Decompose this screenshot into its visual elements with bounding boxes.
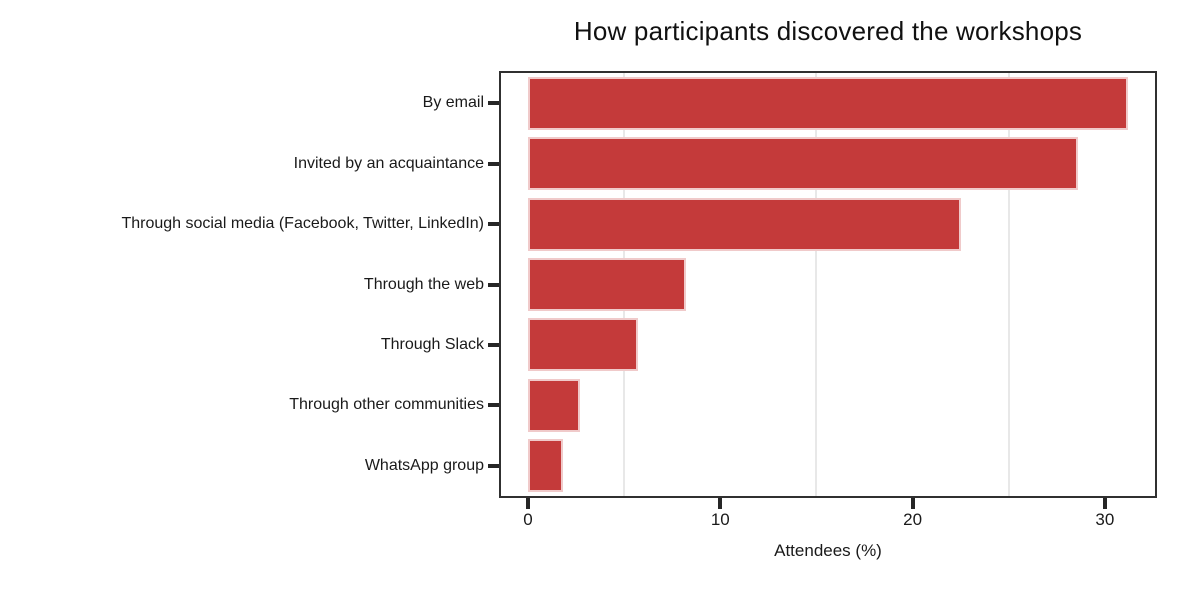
y-tick-mark <box>488 463 499 468</box>
y-axis-category-label: Through other communities <box>289 396 484 414</box>
y-axis-category-label: WhatsApp group <box>364 456 484 474</box>
bar <box>528 439 563 493</box>
bar <box>528 258 686 311</box>
y-axis-category-label: Invited by an acquaintance <box>293 154 484 172</box>
y-tick-mark <box>488 222 499 227</box>
bar <box>528 197 961 251</box>
y-tick-mark <box>488 101 499 106</box>
x-axis-title: Attendees (%) <box>774 541 882 560</box>
y-tick-mark <box>488 161 499 166</box>
x-tick-label: 30 <box>1095 510 1115 529</box>
x-tick-label: 20 <box>903 510 923 529</box>
bar <box>528 318 638 372</box>
y-axis-category-label: Through Slack <box>380 335 484 353</box>
x-tick-mark <box>910 498 915 509</box>
y-axis-category-label: By email <box>422 94 484 112</box>
x-tick-mark <box>1102 498 1107 509</box>
minor-gridline <box>1007 73 1010 496</box>
x-tick-mark <box>718 498 723 509</box>
x-tick-mark <box>526 498 530 509</box>
plot-area <box>499 71 1157 498</box>
bar <box>528 378 580 432</box>
minor-gridline <box>815 73 818 496</box>
y-tick-mark <box>488 403 499 408</box>
y-axis-category-label: Through the web <box>363 275 484 293</box>
bar <box>528 76 1128 130</box>
y-tick-mark <box>488 342 499 347</box>
y-axis-category-label: Through social media (Facebook, Twitter,… <box>121 215 484 233</box>
bar <box>528 137 1078 191</box>
x-tick-label: 0 <box>523 510 533 529</box>
chart-title: How participants discovered the workshop… <box>573 16 1083 46</box>
y-tick-mark <box>488 282 499 287</box>
x-tick-label: 10 <box>710 510 730 529</box>
